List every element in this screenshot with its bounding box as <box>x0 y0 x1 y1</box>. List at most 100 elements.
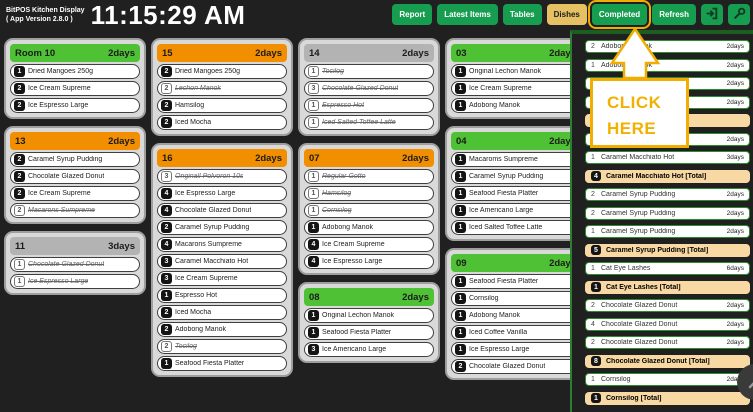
order-item[interactable]: 2 Ice Cream Supreme <box>10 186 140 201</box>
order-item[interactable]: 1 Iced Salted Toffee Latte <box>304 115 434 130</box>
tables-button[interactable]: Tables <box>502 4 542 25</box>
order-item[interactable]: 3 Caramel Macchiato Hot <box>157 254 287 269</box>
latest-items-button[interactable]: Latest Items <box>437 4 498 25</box>
summary-row[interactable]: 2 Chocolate Glazed Donut 2days <box>585 336 750 349</box>
item-name: Ice Cream Supreme <box>28 190 91 197</box>
order-item[interactable]: 2 Tocilog <box>157 339 287 354</box>
order-item[interactable]: 2 Chocolate Glazed Donut <box>10 169 140 184</box>
summary-row[interactable]: 2 Caramel Syrup Pudding 2days <box>585 206 750 220</box>
ticket-13[interactable]: 13 2days 2 Caramel Syrup Pudding 2 Chocolate … <box>4 126 146 224</box>
item-name: Ice Espresso Large <box>28 102 89 109</box>
order-item[interactable]: 1 Seafood Fiesta Platter <box>157 356 287 371</box>
order-item[interactable]: 1 Hamsilog <box>304 186 434 201</box>
logout-button[interactable] <box>701 4 723 25</box>
order-item[interactable]: 2 Adobong Manok <box>157 322 287 337</box>
settings-button[interactable] <box>728 4 750 25</box>
order-item[interactable]: 1 Ice Americano Large <box>451 203 581 218</box>
order-item[interactable]: 1 Regular Gotto <box>304 169 434 184</box>
order-item[interactable]: 2 Lechon Manok <box>157 81 287 96</box>
order-item[interactable]: 1 Caramel Syrup Pudding <box>451 169 581 184</box>
order-item[interactable]: 4 Chocolate Glazed Donut <box>157 203 287 218</box>
summary-total-row[interactable]: 4 Caramel Macchiato Hot [Total] <box>585 169 750 183</box>
summary-row[interactable]: 2 Caramel Syrup Pudding 2days <box>585 188 750 201</box>
order-item[interactable]: 2 Hamsilog <box>157 98 287 113</box>
dishes-button[interactable]: Dishes <box>546 4 587 25</box>
ticket-room-10[interactable]: Room 10 2days 1 Dried Mangoes 250g 2 Ice Crea… <box>4 38 146 119</box>
item-qty-badge: 4 <box>308 256 319 267</box>
order-item[interactable]: 1 Original Lechon Manok <box>304 308 434 323</box>
order-item[interactable]: 2 Dried Mangoes 250g <box>157 64 287 79</box>
summary-total-row[interactable]: 1 Cat Eye Lashes [Total] <box>585 280 750 294</box>
order-item[interactable]: 3 Ice Cream Supreme <box>157 271 287 286</box>
item-qty-badge: 2 <box>161 324 172 335</box>
order-item[interactable]: 4 Ice Espresso Large <box>304 254 434 269</box>
order-item[interactable]: 1 Tocilog <box>304 64 434 79</box>
summary-row[interactable]: 2 Chocolate Glazed Donut 2days <box>585 299 750 312</box>
order-item[interactable]: 4 Macarons Sumpreme <box>157 237 287 252</box>
order-item[interactable]: 2 Iced Mocha <box>157 305 287 320</box>
order-item[interactable]: 1 Original Lechon Manok <box>451 64 581 79</box>
ticket-id: 14 <box>309 47 320 59</box>
clock: 11:15:29 AM <box>90 0 246 30</box>
order-item[interactable]: 1 Cornsilog <box>304 203 434 218</box>
order-item[interactable]: 2 Macarons Sumpreme <box>10 203 140 218</box>
ticket-header: 07 2days <box>304 149 434 167</box>
order-item[interactable]: 2 Caramel Syrup Pudding <box>157 220 287 235</box>
order-item[interactable]: 1 Adobong Manok <box>304 220 434 235</box>
report-button[interactable]: Report <box>392 4 433 25</box>
order-item[interactable]: 1 Ice Cream Supreme <box>451 81 581 96</box>
ticket-15[interactable]: 15 2days 2 Dried Mangoes 250g 2 Lechon Manok 2… <box>151 38 293 136</box>
ticket-16[interactable]: 16 2days 3 Originall Polvoron 10s 4 Ice Espre… <box>151 143 293 377</box>
order-item[interactable]: 2 Iced Mocha <box>157 115 287 130</box>
refresh-button[interactable]: Refresh <box>652 4 696 25</box>
order-item[interactable]: 2 Ice Cream Supreme <box>10 81 140 96</box>
order-item[interactable]: 4 Ice Cream Supreme <box>304 237 434 252</box>
order-item[interactable]: 2 Caramel Syrup Pudding <box>10 152 140 167</box>
order-item[interactable]: 1 Macaroms Sumpreme <box>451 152 581 167</box>
ticket-08[interactable]: 08 2days 1 Original Lechon Manok 1 Seafood Fi… <box>298 282 440 363</box>
order-item[interactable]: 1 Iced Salted Toffee Latte <box>451 220 581 235</box>
order-item[interactable]: 1 Seafood Fiesta Platter <box>304 325 434 340</box>
ticket-07[interactable]: 07 2days 1 Regular Gotto 1 Hamsilog 1 Cornsilog… <box>298 143 440 275</box>
summary-age: 2days <box>726 320 744 328</box>
summary-total-row[interactable]: 1 Cornsilog [Total] <box>585 391 750 405</box>
summary-row[interactable]: 4 Chocolate Glazed Donut 2days <box>585 317 750 331</box>
order-item[interactable]: 4 Ice Espresso Large <box>157 186 287 201</box>
summary-qty-badge: 1 <box>591 393 601 403</box>
order-item[interactable]: 1 Seafood Fiesta Platter <box>451 274 581 289</box>
order-item[interactable]: 1 Cornsilog <box>451 291 581 306</box>
top-bar: BitPOS Kitchen Display ( App Version 2.8… <box>0 0 753 30</box>
summary-total-row[interactable]: 8 Chocolate Glazed Donut [Total] <box>585 354 750 368</box>
order-item[interactable]: 1 Iced Coffee Vanilla <box>451 325 581 340</box>
item-name: Espresso Hot <box>175 292 218 299</box>
order-item[interactable]: 1 Ice Espresso Large <box>10 274 140 289</box>
order-item[interactable]: 3 Ice Americano Large <box>304 342 434 357</box>
ticket-03[interactable]: 03 2days 1 Original Lechon Manok 1 Ice Cream … <box>445 38 587 119</box>
order-item[interactable]: 1 Espresso Hot <box>304 98 434 113</box>
order-item[interactable]: 2 Chocolate Glazed Donut <box>451 359 581 374</box>
ticket-11[interactable]: 11 3days 1 Chocolate Glazed Donut 1 Ice Espre… <box>4 231 146 295</box>
order-item[interactable]: 1 Seafood Fiesta Platter <box>451 186 581 201</box>
order-item[interactable]: 1 Chocolate Glazed Donut <box>10 257 140 272</box>
summary-row[interactable]: 1 Caramel Syrup Pudding 2days <box>585 225 750 238</box>
summary-row[interactable]: 1 Caramel Macchiato Hot 3days <box>585 151 750 164</box>
order-item[interactable]: 3 Chocolate Glazed Donut <box>304 81 434 96</box>
completed-button[interactable]: Completed <box>587 0 652 29</box>
item-name: Caramel Syrup Pudding <box>175 224 250 231</box>
order-item[interactable]: 1 Dried Mangoes 250g <box>10 64 140 79</box>
summary-age: 2days <box>726 209 744 217</box>
summary-total-row[interactable]: 5 Caramel Syrup Pudding [Total] <box>585 243 750 257</box>
summary-row[interactable]: 1 Cat Eye Lashes 6days <box>585 262 750 275</box>
edit-fab[interactable] <box>737 364 753 400</box>
summary-row[interactable]: 1 Cornsilog 2days <box>585 373 750 386</box>
order-item[interactable]: 1 Ice Espresso Large <box>451 342 581 357</box>
order-item[interactable]: 1 Espresso Hot <box>157 288 287 303</box>
order-item[interactable]: 2 Ice Espresso Large <box>10 98 140 113</box>
order-item[interactable]: 1 Adobong Manok <box>451 308 581 323</box>
ticket-09[interactable]: 09 2days 1 Seafood Fiesta Platter 1 Cornsilog… <box>445 248 587 380</box>
ticket-04[interactable]: 04 2days 1 Macaroms Sumpreme 1 Caramel Syrup … <box>445 126 587 241</box>
order-item[interactable]: 1 Adobong Manok <box>451 98 581 113</box>
item-name: Chocolate Glazed Donut <box>322 85 399 92</box>
order-item[interactable]: 3 Originall Polvoron 10s <box>157 169 287 184</box>
ticket-14[interactable]: 14 2days 1 Tocilog 3 Chocolate Glazed Donut 1 E… <box>298 38 440 136</box>
